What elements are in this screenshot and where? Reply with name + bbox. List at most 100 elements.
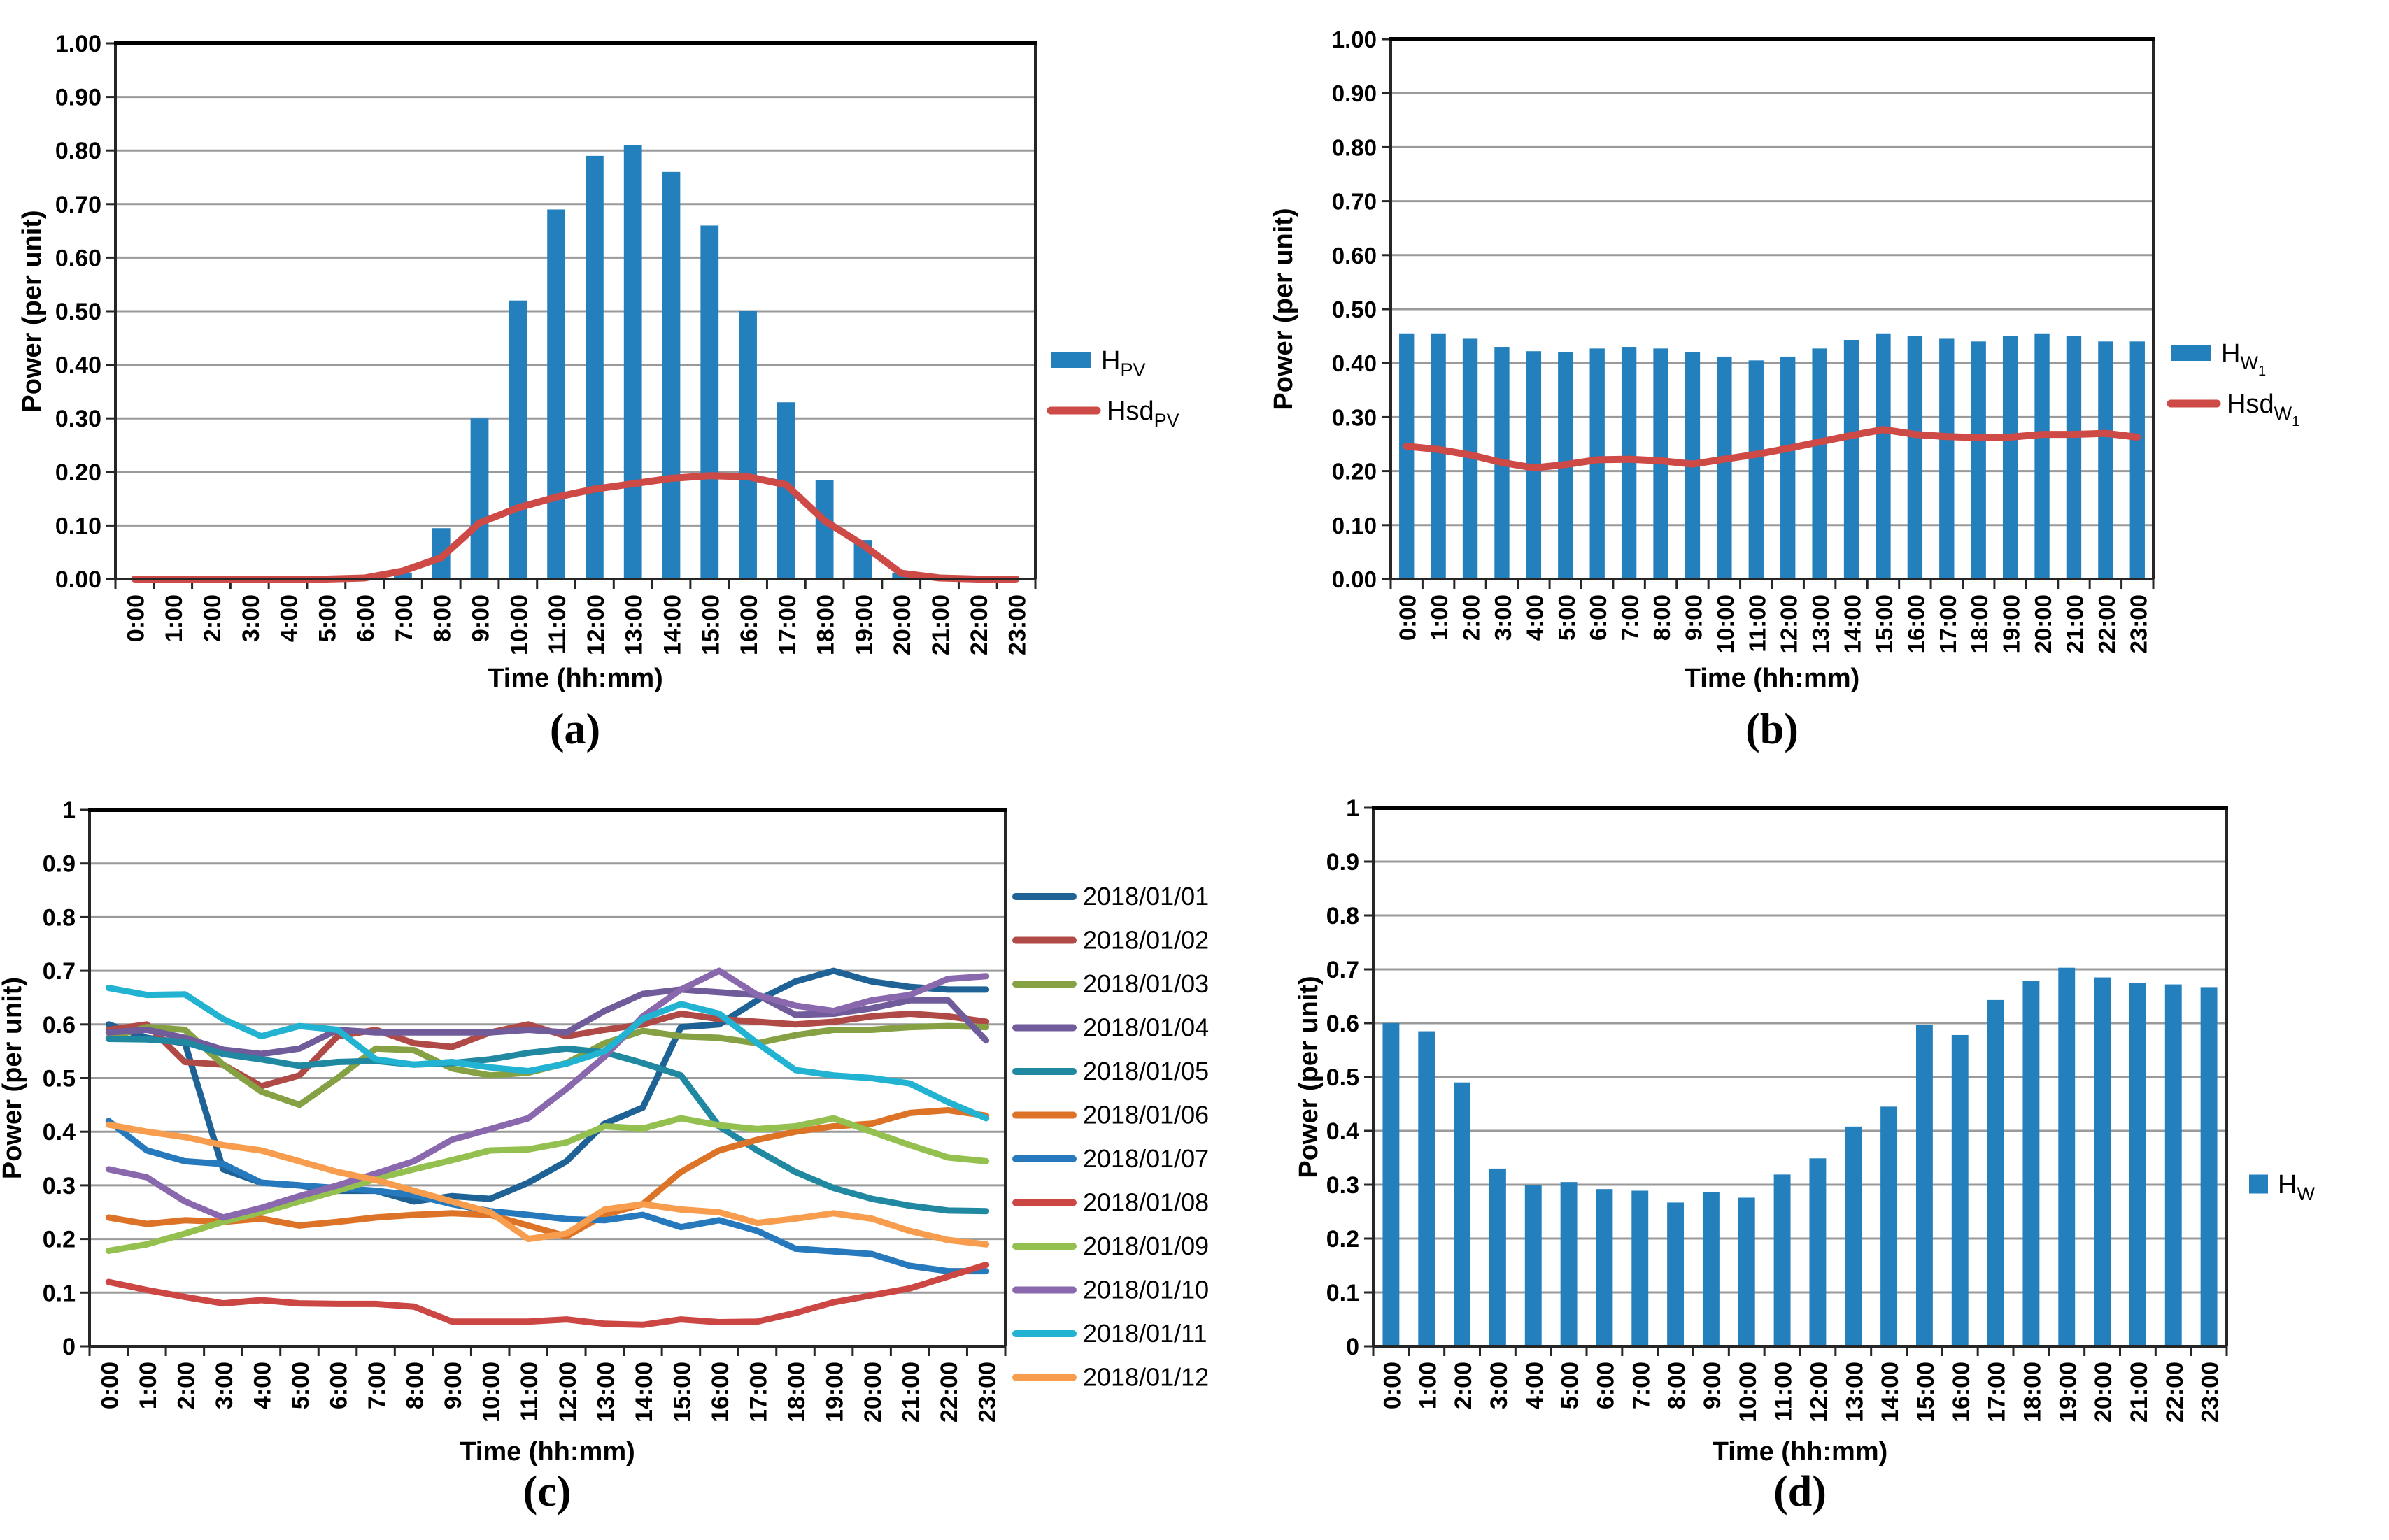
x-axis-title: Time (hh:mm) [1713,1437,1888,1467]
bar [1418,1031,1435,1346]
x-tick-label: 7:00 [1628,1362,1654,1409]
y-tick-label: 0.5 [43,1066,76,1092]
bar [1809,1158,1827,1346]
y-tick-label: 0.00 [1332,566,1377,592]
x-tick-label: 9:00 [1699,1362,1726,1409]
x-tick-label: 1:00 [1415,1362,1441,1409]
y-tick-label: 0.20 [1332,459,1377,485]
x-tick-label: 7:00 [391,594,418,642]
bar [1812,348,1827,579]
x-tick-label: 23:00 [1005,594,1031,655]
y-tick-label: 0.70 [55,192,101,218]
x-tick-label: 17:00 [745,1362,772,1423]
bar [1382,1023,1400,1346]
y-tick-label: 0.80 [1332,134,1377,160]
y-tick-label: 0 [62,1334,76,1360]
x-tick-label: 1:00 [135,1362,162,1409]
x-tick-label: 0:00 [122,594,149,642]
bar [586,155,604,580]
legend-swatch-rect [2249,1174,2268,1194]
x-tick-label: 12:00 [555,1362,581,1423]
chart-b-wind1-profile: 0.00 0.10 0.20 0.30 0.40 0.50 0.60 0.70 0.80 0.90… [1269,27,2299,693]
chart-d-wind-avg-bars: 00.10.20.30.40.50.60.70.80.910:00 1:00 2:0… [1294,795,2315,1467]
x-tick-label: 7:00 [364,1362,390,1409]
legend-label: HsdW1 [2227,390,2299,429]
x-tick-label: 11:00 [1744,594,1770,653]
x-tick-label: 15:00 [1913,1362,1939,1423]
legend-label: 2018/01/10 [1083,1276,1209,1304]
x-tick-label: 21:00 [2126,1362,2153,1423]
x-tick-label: 22:00 [966,594,993,655]
bar [2002,336,2018,579]
plot-area: 00.10.20.30.40.50.60.70.80.910:00 1:00 2:0… [0,797,1007,1467]
line-series [105,967,990,1221]
bar [1399,333,1415,579]
x-tick-label: 11:00 [1771,1362,1797,1421]
line-series [105,1118,990,1275]
y-tick-label: 0.60 [55,245,101,271]
x-tick-label: 18:00 [784,1362,810,1423]
panel-b: 0.00 0.10 0.20 0.30 0.40 0.50 0.60 0.70 0.80 0.90… [1158,0,2389,769]
caption-a: (a) [549,706,601,753]
y-tick-label: 0.8 [43,904,76,931]
chart-c-daily-wind-lines: 00.10.20.30.40.50.60.70.80.910:00 1:00 2:0… [0,797,1209,1467]
bar [739,311,757,579]
x-tick-label: 9:00 [440,1362,467,1409]
bar [2022,981,2040,1346]
y-tick-label: 0.5 [1326,1064,1359,1091]
x-tick-label: 21:00 [898,1362,925,1423]
x-tick-label: 2:00 [1459,594,1484,641]
x-tick-label: 15:00 [697,594,724,655]
bar [2164,984,2182,1346]
legend-label: 2018/01/11 [1083,1319,1207,1348]
bar [1971,341,1986,579]
y-tick-label: 0.1 [1326,1280,1359,1306]
y-tick-label: 0.40 [55,352,101,379]
bar [1939,338,1955,579]
legend-swatch-rect [2171,345,2211,361]
plot-area: 00.10.20.30.40.50.60.70.80.910:00 1:00 2:0… [1294,795,2228,1467]
x-tick-label: 18:00 [1966,594,1992,653]
bar [1524,1185,1542,1346]
y-tick-label: 0 [1346,1334,1359,1360]
x-tick-label: 16:00 [736,594,763,655]
bar [394,572,412,579]
bar [815,480,834,579]
x-tick-label: 19:00 [2055,1362,2081,1423]
x-tick-label: 22:00 [2094,594,2120,653]
plot-area: 0.00 0.10 0.20 0.30 0.40 0.50 0.60 0.70 0.80 0.90… [17,31,1037,693]
bar [1876,333,1891,579]
legend-label: 2018/01/06 [1083,1101,1209,1129]
y-axis-title: Power (per unit) [1269,208,1298,410]
x-tick-label: 17:00 [1984,1362,2011,1423]
x-tick-label: 14:00 [1840,594,1866,653]
y-tick-label: 0.60 [1332,243,1377,269]
legend-swatch-rect [1051,352,1091,368]
x-tick-label: 5:00 [314,594,341,642]
line-series [105,1261,990,1328]
x-tick-label: 3:00 [238,594,264,642]
bar [2058,967,2076,1346]
y-tick-label: 0.70 [1332,189,1377,215]
x-tick-label: 19:00 [822,1362,849,1423]
x-tick-label: 0:00 [97,1362,123,1409]
y-tick-label: 0.50 [1332,297,1377,322]
bar [1489,1168,1506,1346]
bar [1845,1126,1862,1346]
x-tick-label: 4:00 [1522,594,1547,641]
bar [1780,356,1796,579]
x-axis-title: Time (hh:mm) [1685,664,1860,693]
x-tick-label: 16:00 [1948,1362,1975,1423]
line-series [105,1107,990,1240]
x-tick-label: 17:00 [1935,594,1961,653]
bar [1702,1192,1720,1346]
y-tick-label: 1.00 [55,31,101,57]
bar [2200,987,2218,1346]
x-tick-label: 14:00 [659,594,686,655]
x-tick-label: 10:00 [1735,1362,1761,1423]
x-tick-label: 0:00 [1379,1362,1405,1409]
x-tick-label: 23:00 [2197,1362,2224,1423]
x-tick-label: 5:00 [1554,594,1580,641]
x-tick-label: 20:00 [860,1362,886,1423]
x-tick-label: 7:00 [1617,594,1643,641]
